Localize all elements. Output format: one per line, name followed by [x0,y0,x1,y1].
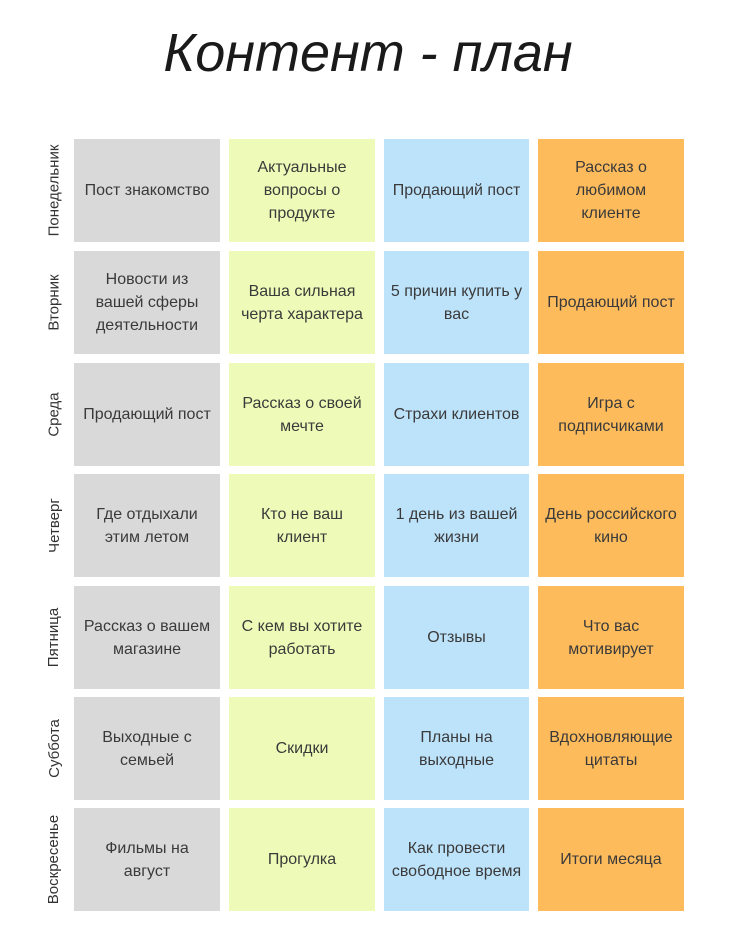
day-label-text: Понедельник [45,144,63,237]
plan-cell-text: Что вас мотивирует [568,617,654,658]
day-label-text: Пятница [45,607,63,668]
plan-cell-text: Выходные с семьей [102,728,192,769]
plan-cell-text: Продающий пост [547,294,675,311]
day-label-text: Воскресенье [45,814,63,905]
plan-cell: Новости из вашей сферы деятельности [74,251,220,354]
plan-cell: Продающий пост [384,139,529,242]
plan-cell-text: 5 причин купить у вас [390,282,523,323]
plan-cell: Рассказ о своей мечте [229,363,375,466]
page-title: Контент - план [163,23,573,83]
plan-cell-text: Рассказ о любимом клиенте [575,159,647,222]
plan-cell: Итоги месяца [538,808,684,911]
plan-cell: Планы на выходные [384,697,529,800]
plan-cell-text: Рассказ о вашем магазине [83,617,211,658]
plan-cell: Кто не ваш клиент [229,474,375,577]
plan-cell-text: Актуальные вопросы о продукте [257,159,347,222]
plan-cell-text: Фильмы на август [105,839,189,880]
plan-cell-text: Кто не ваш клиент [260,505,344,546]
plan-cell-text: Пост знакомство [84,182,210,199]
plan-cell: Что вас мотивирует [538,586,684,689]
plan-cell-text: 1 день из вашей жизни [395,505,518,546]
day-label: Суббота [36,697,72,800]
plan-cell-text: Вдохновляющие цитаты [549,728,673,769]
plan-cell: Рассказ о вашем магазине [74,586,220,689]
day-label: Среда [36,363,72,466]
plan-cell: Фильмы на август [74,808,220,911]
plan-cell: Продающий пост [74,363,220,466]
plan-cell-text: Продающий пост [392,182,521,199]
plan-cell-text: Игра с подписчиками [558,394,664,435]
day-label-text: Четверг [45,498,63,553]
plan-cell-text: Ваша сильная черта характера [241,282,363,323]
plan-cell: Продающий пост [538,251,684,354]
plan-cell-text: Новости из вашей сферы деятельности [95,271,199,334]
plan-cell: Скидки [229,697,375,800]
day-label: Пятница [36,586,72,689]
day-label: Понедельник [36,139,72,242]
plan-cell: Отзывы [384,586,529,689]
plan-cell: 1 день из вашей жизни [384,474,529,577]
plan-cell: Ваша сильная черта характера [229,251,375,354]
plan-cell-text: Прогулка [267,851,337,868]
plan-cell: Как провести свободное время [384,808,529,911]
day-label-text: Среда [45,392,63,437]
plan-cell: Выходные с семьей [74,697,220,800]
plan-cell: Игра с подписчиками [538,363,684,466]
plan-cell-text: Отзывы [427,629,486,646]
plan-cell-text: Рассказ о своей мечте [242,394,362,435]
plan-cell: Пост знакомство [74,139,220,242]
plan-cell: Прогулка [229,808,375,911]
plan-cell: Актуальные вопросы о продукте [229,139,375,242]
plan-cell: Рассказ о любимом клиенте [538,139,684,242]
plan-cell: С кем вы хотите работать [229,586,375,689]
day-label: Воскресенье [36,808,72,911]
plan-cell-text: Страхи клиентов [393,406,520,423]
plan-cell: Вдохновляющие цитаты [538,697,684,800]
plan-cell: 5 причин купить у вас [384,251,529,354]
plan-cell: Где отдыхали этим летом [74,474,220,577]
day-label: Вторник [36,251,72,354]
plan-cell: День российского кино [538,474,684,577]
plan-cell-text: Скидки [275,740,329,757]
plan-cell-text: День российского кино [545,505,677,546]
plan-cell-text: Продающий пост [83,406,211,423]
plan-cell-text: Итоги месяца [560,851,662,868]
plan-cell-text: Планы на выходные [419,728,494,769]
day-label-text: Вторник [45,274,63,331]
plan-cell-text: С кем вы хотите работать [241,617,363,658]
plan-cell-text: Где отдыхали этим летом [96,505,198,546]
day-label: Четверг [36,474,72,577]
plan-cell-text: Как провести свободное время [391,839,522,880]
plan-cell: Страхи клиентов [384,363,529,466]
day-label-text: Суббота [45,719,63,778]
